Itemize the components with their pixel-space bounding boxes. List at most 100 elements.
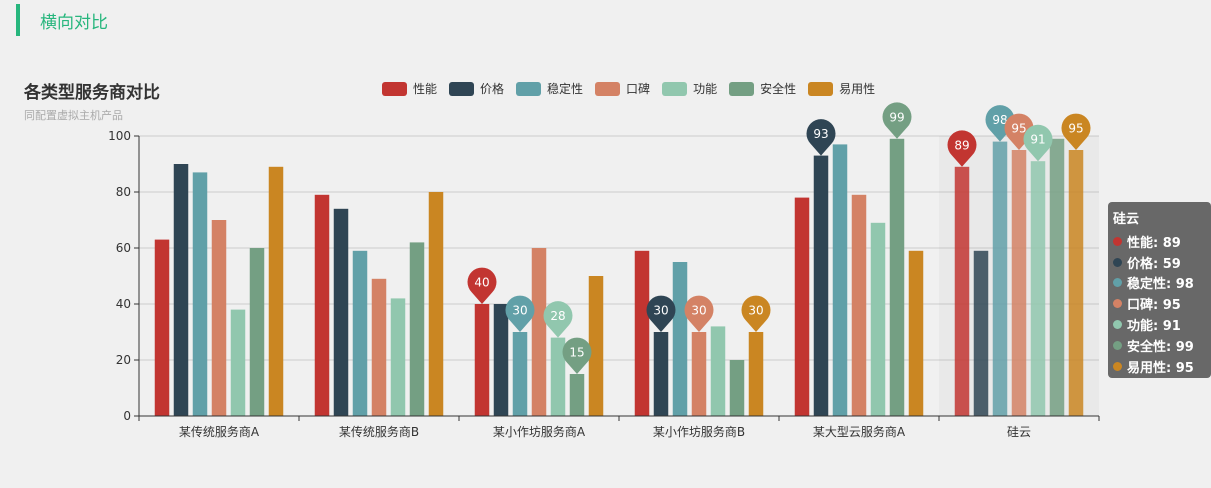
legend-label: 稳定性	[547, 82, 584, 96]
tooltip-row-label: 稳定性: 98	[1127, 277, 1194, 293]
mark-point-pin	[684, 295, 714, 332]
chart-subtitle: 同配置虚拟主机产品	[24, 109, 123, 122]
mark-point-label: 28	[550, 309, 565, 323]
mark-point-label: 15	[569, 346, 584, 360]
bar	[493, 304, 509, 416]
legend-swatch	[662, 81, 688, 96]
legend-item[interactable]: 功能	[662, 80, 717, 97]
mark-point-label: 91	[1030, 133, 1045, 147]
tooltip-dot	[1113, 236, 1122, 246]
bar	[314, 194, 330, 416]
mark-point-pin	[505, 295, 535, 332]
tooltip-dot	[1113, 278, 1122, 288]
bar	[710, 326, 726, 416]
mark-point-label: 95	[1068, 122, 1083, 136]
legend-label: 价格	[480, 82, 505, 96]
tooltip-row: 性能: 89	[1113, 231, 1206, 252]
tooltip-row-label: 易用性: 95	[1127, 360, 1194, 376]
mark-point-label: 95	[1011, 122, 1026, 136]
tooltip-row-label: 功能: 91	[1127, 319, 1181, 335]
mark-point-label: 30	[653, 304, 668, 318]
bar	[352, 250, 368, 416]
bar	[173, 164, 189, 416]
tooltip-dot	[1113, 361, 1122, 371]
legend-label: 易用性	[839, 82, 876, 96]
legend-swatch	[808, 81, 834, 96]
tooltip-row: 稳定性: 98	[1113, 273, 1206, 294]
legend-label: 功能	[693, 82, 718, 96]
legend-item[interactable]: 价格	[449, 80, 504, 97]
mark-point-pin	[741, 295, 771, 332]
bar	[851, 194, 867, 416]
bar	[729, 360, 745, 416]
mark-point-pin	[646, 295, 676, 332]
tooltip-title: 硅云	[1113, 212, 1140, 227]
x-tick-label: 某传统服务商B	[339, 424, 419, 439]
bar	[333, 208, 349, 416]
mark-point-label: 30	[512, 304, 527, 318]
y-tick-label: 60	[116, 241, 131, 255]
bar	[569, 374, 585, 416]
bar	[954, 166, 970, 416]
legend-label: 口碑	[626, 82, 651, 96]
section-header: 横向对比	[16, 4, 108, 36]
tooltip-row-label: 价格: 59	[1127, 256, 1181, 272]
mark-point-label: 30	[691, 304, 706, 318]
bar	[371, 278, 387, 416]
mark-point-pin	[882, 102, 912, 139]
legend-label: 性能	[413, 82, 438, 96]
bar	[634, 250, 650, 416]
mark-point-pin	[543, 301, 573, 338]
mark-point-label: 98	[992, 113, 1007, 127]
bar	[748, 332, 764, 416]
legend-swatch	[595, 81, 621, 96]
section-title: 横向对比	[40, 12, 108, 33]
mark-point-pin	[467, 267, 497, 304]
x-tick-label: 某大型云服务商A	[813, 424, 906, 439]
x-tick-label: 硅云	[1007, 425, 1031, 439]
bar	[211, 220, 227, 416]
bar	[474, 304, 490, 416]
mark-point-pin	[1023, 124, 1053, 162]
bar	[973, 250, 989, 416]
tooltip-row: 易用性: 95	[1113, 356, 1206, 377]
bar	[268, 166, 284, 416]
tooltip-row-label: 安全性: 99	[1127, 339, 1194, 355]
mark-point-label: 30	[748, 304, 763, 318]
mark-point-pin	[1061, 113, 1091, 150]
x-tick-label: 某传统服务商A	[179, 424, 260, 439]
bar	[672, 262, 688, 416]
bar	[409, 242, 425, 416]
legend-item[interactable]: 易用性	[808, 80, 875, 97]
bar	[588, 276, 604, 416]
bar	[992, 141, 1008, 416]
tooltip-row-label: 性能: 89	[1127, 235, 1181, 251]
section-accent-bar	[16, 4, 20, 36]
tooltip-dot	[1113, 257, 1122, 267]
mark-point-label: 99	[889, 110, 904, 124]
y-tick-label: 80	[116, 185, 131, 199]
legend-item[interactable]: 口碑	[595, 80, 650, 97]
legend-item[interactable]: 性能	[382, 80, 437, 97]
bar	[908, 250, 924, 416]
legend-item[interactable]: 稳定性	[516, 80, 583, 97]
bar	[192, 172, 208, 416]
legend-item[interactable]: 安全性	[729, 80, 796, 97]
bar	[249, 248, 265, 416]
mark-point-label: 93	[813, 127, 828, 141]
legend-label: 安全性	[760, 82, 797, 96]
bar	[1030, 161, 1046, 416]
tooltip-dot	[1113, 340, 1122, 350]
bar	[550, 337, 566, 416]
bar	[870, 222, 886, 416]
bar	[832, 144, 848, 416]
y-tick-label: 40	[116, 297, 131, 311]
chart-tooltip: 硅云 性能: 89 价格: 59 稳定性: 98 口碑: 95 功能: 91 安全性: 9…	[1108, 202, 1211, 378]
bar	[512, 332, 528, 416]
tooltip-row: 安全性: 99	[1113, 335, 1206, 356]
bar	[653, 332, 669, 416]
bar	[813, 155, 829, 416]
bar	[531, 248, 547, 416]
legend-swatch	[516, 81, 542, 96]
y-tick-label: 20	[116, 353, 131, 367]
